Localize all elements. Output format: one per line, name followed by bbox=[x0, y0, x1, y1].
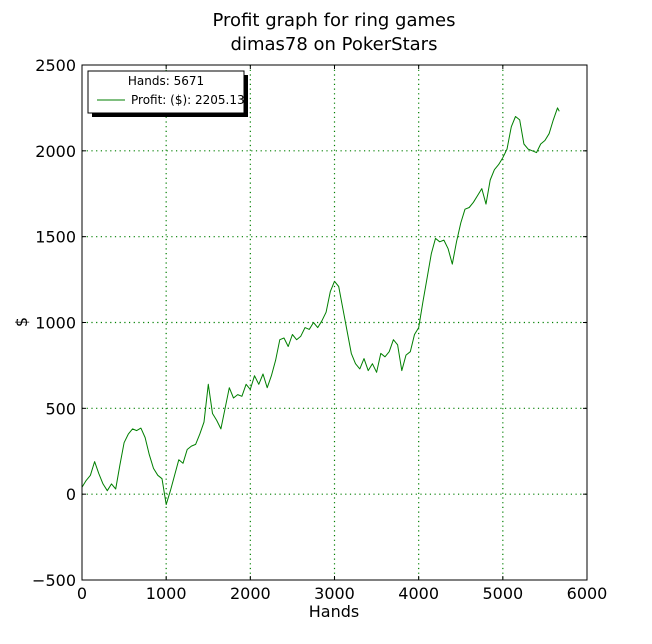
x-tick-label: 3000 bbox=[314, 584, 355, 603]
x-tick-label: 5000 bbox=[482, 584, 523, 603]
y-tick-label: 1000 bbox=[35, 314, 76, 333]
x-tick-label: 0 bbox=[77, 584, 87, 603]
legend-box bbox=[87, 70, 245, 114]
x-axis-label: Hands bbox=[309, 602, 359, 621]
legend: Hands: 5671 Profit: ($): 2205.13 bbox=[87, 70, 248, 117]
y-axis-label: $ bbox=[12, 317, 31, 327]
y-tick-label: 1500 bbox=[35, 228, 76, 247]
axis-ticks: 0 1000 2000 3000 4000 5000 6000−50005001000150… bbox=[32, 56, 607, 603]
y-tick-label: 2000 bbox=[35, 142, 76, 161]
grid bbox=[82, 65, 587, 580]
chart-title-line-1: Profit graph for ring games bbox=[213, 10, 456, 31]
legend-header: Hands: 5671 bbox=[128, 74, 204, 88]
x-tick-label: 6000 bbox=[567, 584, 608, 603]
profit-series-line bbox=[81, 107, 560, 505]
legend-entry-profit: Profit: ($): 2205.13 bbox=[131, 93, 245, 107]
x-tick-label: 2000 bbox=[230, 584, 271, 603]
y-tick-label: 0 bbox=[66, 485, 76, 504]
y-tick-label: 500 bbox=[45, 399, 76, 418]
x-tick-label: 1000 bbox=[146, 584, 187, 603]
x-tick-label: 4000 bbox=[398, 584, 439, 603]
data-layer bbox=[81, 107, 560, 505]
y-tick-label: 2500 bbox=[35, 56, 76, 75]
y-tick-label: −500 bbox=[32, 571, 76, 590]
chart-title-line-2: dimas78 on PokerStars bbox=[231, 34, 438, 55]
